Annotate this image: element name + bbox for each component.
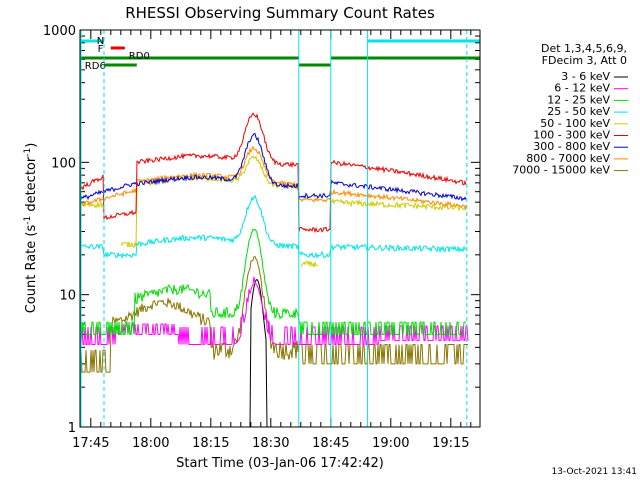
x-tick-label: 19:15 [432, 436, 469, 451]
x-tick-label: 18:30 [252, 436, 289, 451]
series-line-6-12-kev [80, 276, 469, 345]
legend-entry-label: 800 - 7000 keV [526, 152, 610, 165]
y-tick-label: 1000 [43, 24, 76, 39]
x-tick-label: 18:45 [312, 436, 349, 451]
y-axis-label-main: Count Rate (s [24, 225, 39, 314]
series-line-800-7000-kev [80, 145, 467, 211]
y-axis-label-sup1: -1 [23, 216, 33, 225]
series-line-7000-15000-kev [80, 256, 468, 373]
series-line-12-25-kev [80, 228, 466, 335]
x-tick-label: 18:15 [192, 436, 229, 451]
y-axis-label-end: ) [24, 143, 39, 148]
x-tick-label: 17:45 [72, 436, 109, 451]
legend-entry-label: 12 - 25 keV [547, 93, 610, 106]
legend-entry-label: 50 - 100 keV [540, 117, 610, 130]
legend-entry-label: 300 - 800 keV [533, 140, 610, 153]
rd6-flag-label: RD6 [85, 61, 106, 72]
timestamp: 13-Oct-2021 13:41 [552, 467, 637, 477]
plot-frame [79, 29, 481, 428]
legend-entry-label: 6 - 12 keV [554, 82, 610, 95]
series-line-100-300-kev [80, 112, 467, 234]
y-axis-label-sup2: -1 [23, 148, 33, 157]
series-line-25-50-kev [80, 194, 467, 260]
flare-flag-label: F [98, 44, 104, 55]
y-axis-label: Count Rate (s-1 detector-1) [23, 143, 39, 314]
x-axis-label: Start Time (03-Jan-06 17:42:42) [176, 456, 384, 471]
rd0-flag-label: RD0 [129, 51, 150, 62]
legend-entry-label: 3 - 6 keV [561, 70, 610, 83]
legend-entry-label: 7000 - 15000 keV [512, 164, 610, 177]
y-tick-label: 10 [59, 289, 76, 304]
legend-entry-label: 25 - 50 keV [547, 105, 610, 118]
legend-header-line: Det 1,3,4,5,6,9, [541, 42, 627, 55]
x-tick-label: 19:00 [372, 436, 409, 451]
legend-entry-label: 100 - 300 keV [533, 129, 610, 142]
night-flag-label: N [97, 36, 104, 47]
x-tick-label: 18:00 [132, 436, 169, 451]
legend-header-line: FDecim 3, Att 0 [542, 54, 627, 67]
y-tick-label: 1 [68, 421, 76, 436]
chart-title: RHESSI Observing Summary Count Rates [125, 4, 435, 22]
y-tick-label: 100 [51, 156, 76, 171]
y-axis-label-mid: detector [24, 156, 39, 216]
series-line-300-800-kev [80, 133, 467, 202]
